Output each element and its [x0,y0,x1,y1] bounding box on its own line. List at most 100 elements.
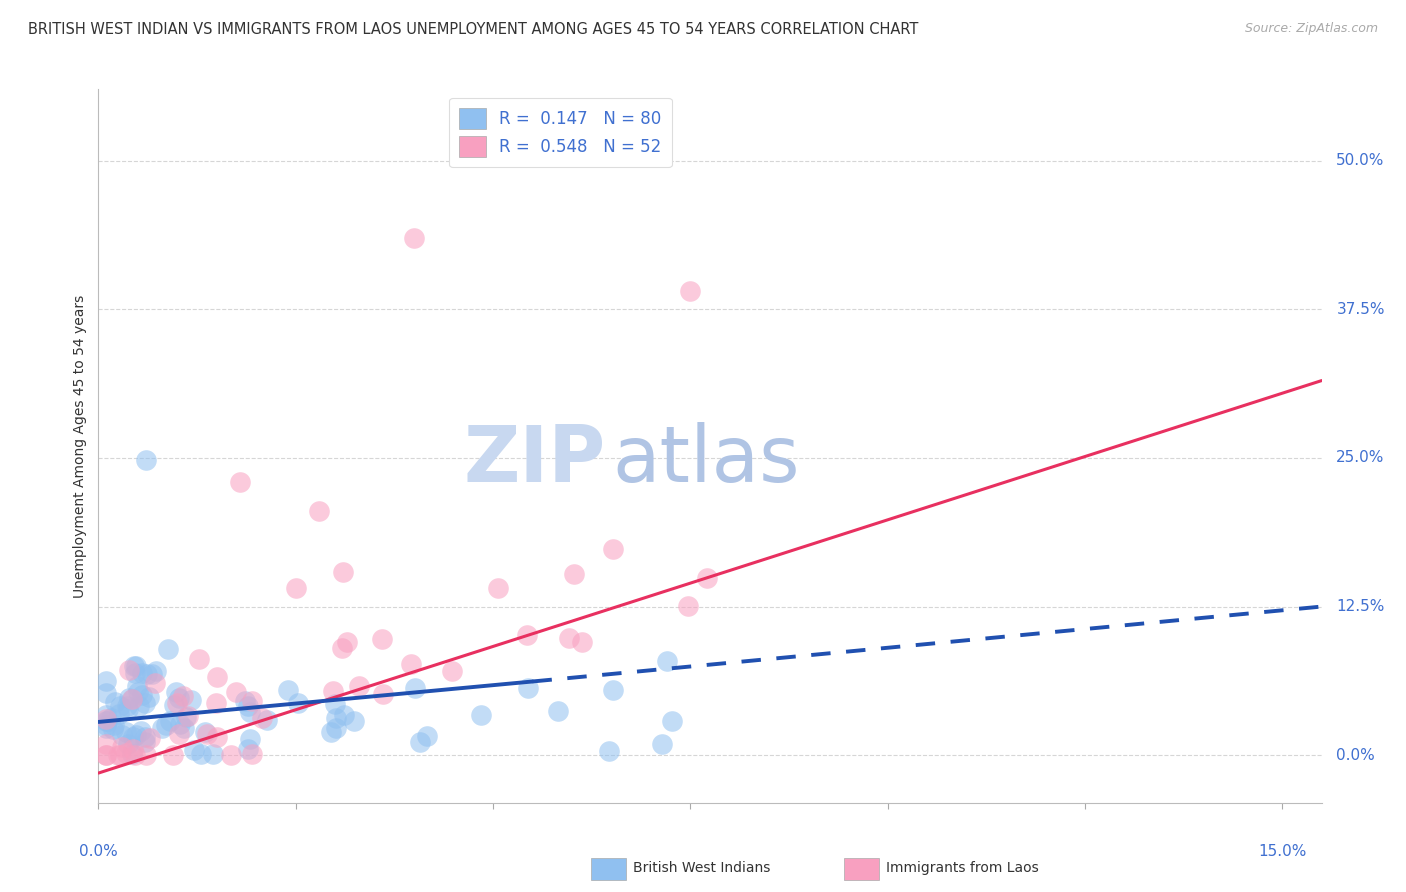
Point [240,747,263,761]
Point [103,717,125,731]
Point [233,694,256,708]
Point [96,712,118,726]
Point [124,748,146,763]
Point [101,722,124,736]
Text: Immigrants from Laos: Immigrants from Laos [886,861,1039,875]
Point [129,724,152,739]
Point [96,737,118,751]
Point [96,708,118,723]
Point [138,690,160,704]
Text: 50.0%: 50.0% [1336,153,1385,168]
Point [150,721,173,735]
Point [117,702,139,716]
Point [96,718,118,732]
Point [139,731,162,745]
Point [194,725,217,739]
Point [121,691,143,706]
Point [131,689,153,703]
Text: 12.5%: 12.5% [1336,599,1385,614]
Point [347,679,370,693]
Point [373,687,395,701]
Point [165,685,187,699]
Point [330,640,353,655]
Legend: R =  0.147   N = 80, R =  0.548   N = 52: R = 0.147 N = 80, R = 0.548 N = 52 [450,97,672,167]
Point [131,665,153,680]
Point [96,714,118,729]
Point [598,744,620,758]
Point [115,699,138,714]
Point [157,641,180,656]
Point [134,735,156,749]
Text: ZIP: ZIP [464,422,606,499]
Point [679,285,702,299]
Point [96,721,118,735]
Point [571,634,593,648]
Point [155,717,177,731]
Point [225,684,247,698]
Point [166,696,188,710]
Point [322,683,344,698]
Point [180,693,202,707]
Point [167,691,190,706]
Point [516,681,538,696]
Point [121,747,143,761]
Point [96,673,118,688]
Text: 25.0%: 25.0% [1336,450,1385,466]
Point [188,651,211,665]
Point [657,654,679,668]
Point [287,696,309,710]
Point [195,726,218,740]
Point [342,714,364,729]
Point [696,571,718,585]
Point [145,664,167,678]
Point [332,565,354,579]
Point [162,748,184,763]
Point [205,670,228,684]
Point [134,696,156,710]
Point [96,714,118,729]
Point [115,724,138,739]
Point [323,697,346,711]
Point [371,632,394,646]
Point [96,748,118,763]
Point [127,679,149,693]
Point [602,682,624,697]
Point [401,657,423,671]
Y-axis label: Unemployment Among Ages 45 to 54 years: Unemployment Among Ages 45 to 54 years [73,294,87,598]
Point [562,567,585,582]
Point [125,728,148,742]
Point [236,741,259,756]
Point [321,724,343,739]
Point [118,663,141,677]
Point [111,740,134,755]
Point [122,741,145,756]
Point [602,542,624,557]
Text: 15.0%: 15.0% [1258,844,1306,859]
Point [183,742,205,756]
Point [408,735,430,749]
Point [169,716,191,731]
Point [96,748,118,763]
Point [250,711,273,725]
Point [174,709,197,723]
Point [486,581,509,595]
Point [124,666,146,681]
Point [651,737,673,751]
Point [661,714,683,729]
Point [558,631,581,645]
Point [127,684,149,698]
Point [100,711,122,725]
Point [107,748,129,763]
Point [135,748,157,763]
Point [516,627,538,641]
Point [284,581,307,595]
Point [335,634,357,648]
Point [162,698,184,712]
Point [205,730,228,744]
Point [239,731,262,746]
Point [121,692,143,706]
Point [136,667,159,681]
Point [111,728,134,742]
Point [159,714,181,729]
Point [547,704,569,718]
